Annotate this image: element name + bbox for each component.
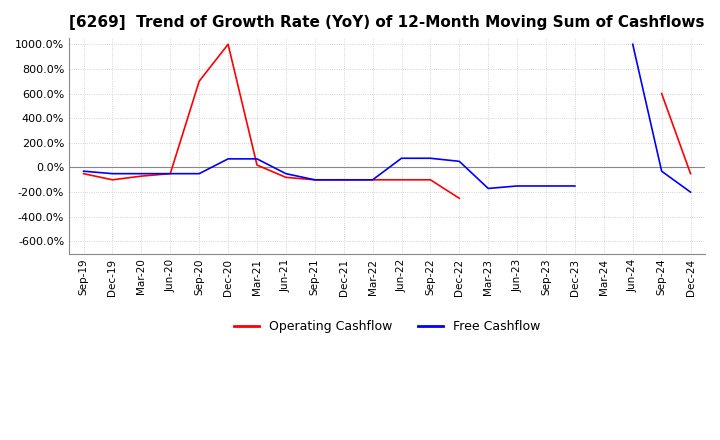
Title: [6269]  Trend of Growth Rate (YoY) of 12-Month Moving Sum of Cashflows: [6269] Trend of Growth Rate (YoY) of 12-…	[69, 15, 705, 30]
Legend: Operating Cashflow, Free Cashflow: Operating Cashflow, Free Cashflow	[229, 315, 545, 338]
